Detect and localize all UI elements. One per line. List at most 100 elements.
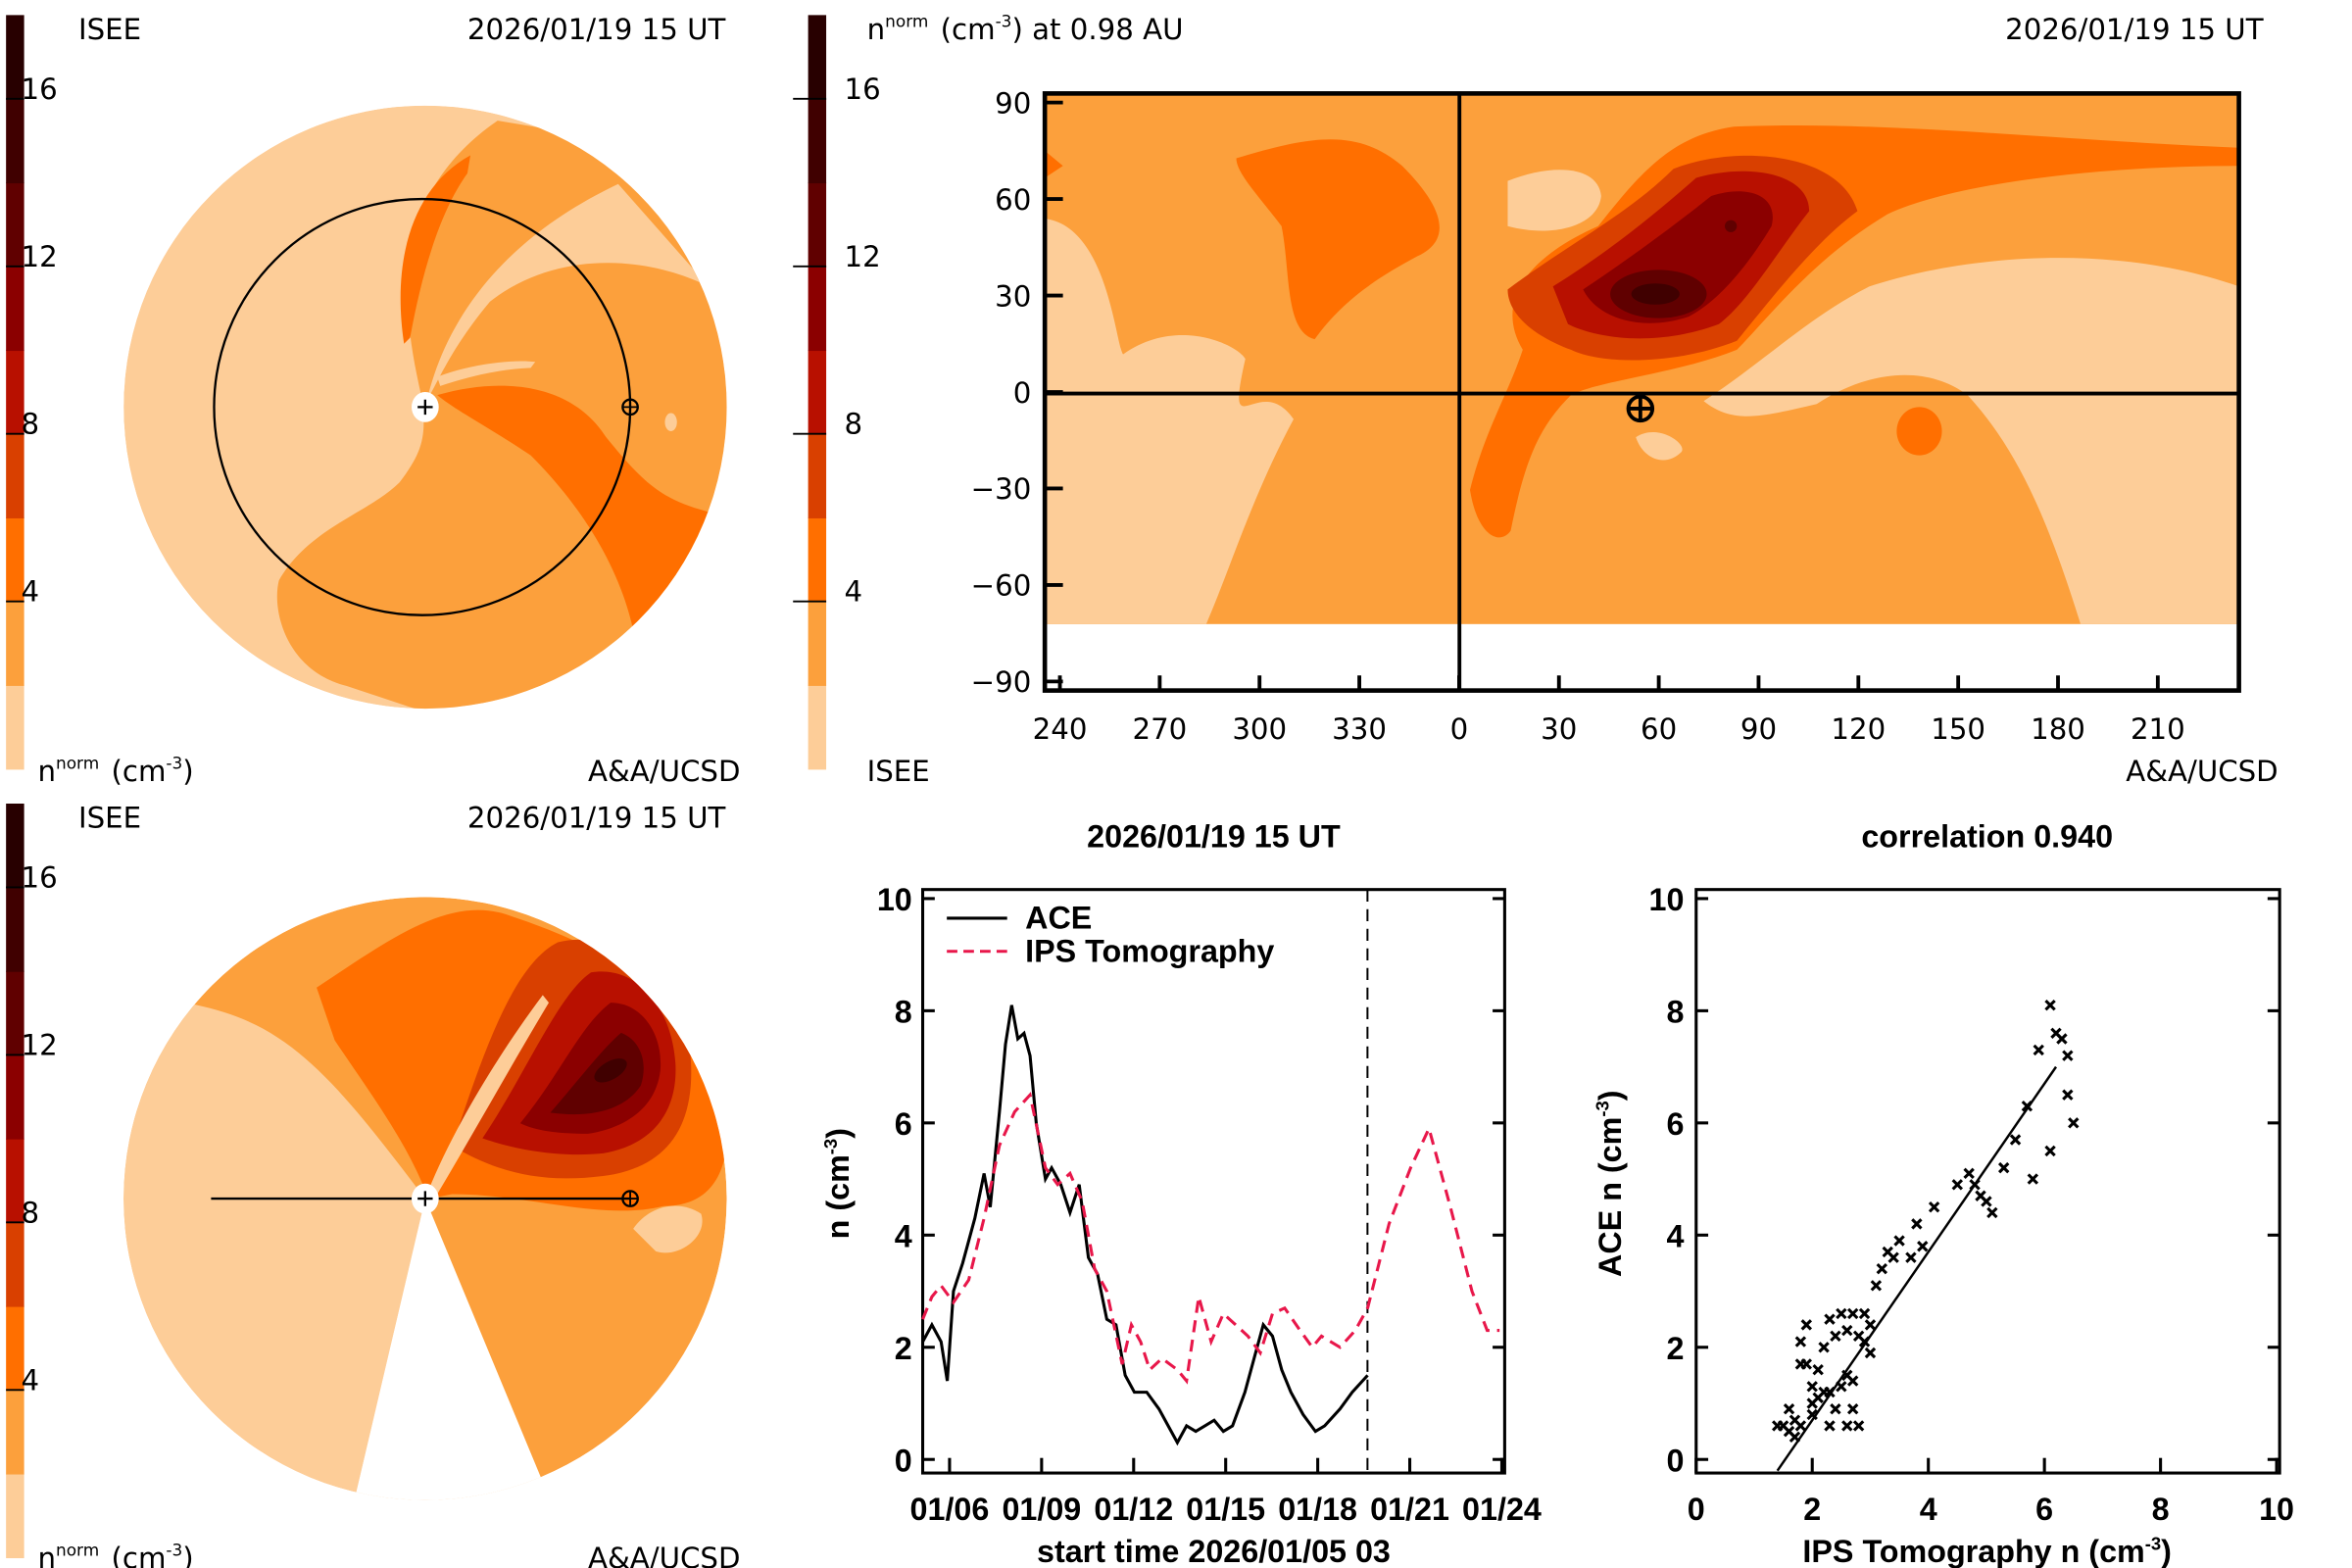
scatter-point xyxy=(1997,1161,2010,1174)
scatter-point xyxy=(1812,1363,1824,1376)
colorbar-left-top: 4 8 12 16 xyxy=(6,15,58,770)
map-ytick-label: −90 xyxy=(971,665,1032,699)
scatter-point xyxy=(1794,1336,1807,1348)
map-ytick-label: −60 xyxy=(971,569,1032,603)
ytick-label: 10 xyxy=(1649,882,1685,917)
colorbar-band xyxy=(6,601,24,686)
timeseries-xlabel: start time 2026/01/05 03 xyxy=(1037,1534,1391,1568)
xtick-label: 8 xyxy=(2152,1492,2170,1527)
colorbar-band xyxy=(6,350,24,435)
scatter-point xyxy=(1911,1218,1923,1230)
map-xtick-label: 150 xyxy=(1931,712,1985,746)
colorbar-tick-label: 12 xyxy=(22,1028,58,1061)
credit-label: A&A/UCSD xyxy=(588,755,740,788)
xtick-label: 0 xyxy=(1688,1492,1705,1527)
earth-icon xyxy=(621,398,639,416)
scatter-point xyxy=(1830,1403,1841,1415)
scatter-point xyxy=(2044,999,2056,1011)
scatter-point xyxy=(1870,1280,1883,1292)
colorbar-band xyxy=(6,887,24,972)
scatter-point xyxy=(1963,1167,1975,1180)
timeseries-ylabel: n (cm-3) xyxy=(820,1128,856,1239)
colorbar-tick-label: 4 xyxy=(22,575,40,609)
xtick-label: 2 xyxy=(1803,1492,1821,1527)
scatter-xlabel: IPS Tomography n (cm-3) xyxy=(1802,1534,2172,1568)
map-title: nnorm (cm-3) at 0.98 AU xyxy=(867,12,1184,46)
colorbar-band xyxy=(6,517,24,603)
map-xtick-label: 90 xyxy=(1740,712,1777,746)
colorbar-tick-label: 12 xyxy=(845,240,881,273)
colorbar-tick-label: 8 xyxy=(22,1196,40,1229)
scatter-point xyxy=(1806,1408,1818,1421)
scatter-point xyxy=(1905,1251,1917,1263)
ytick-label: 4 xyxy=(895,1219,912,1254)
colorbar-band xyxy=(808,98,827,184)
scatter-point xyxy=(1876,1262,1888,1275)
scatter-point xyxy=(1800,1358,1813,1370)
map-xtick-label: 180 xyxy=(2031,712,2085,746)
unit-label: nnorm (cm-3) xyxy=(37,754,193,788)
map-date: 2026/01/19 15 UT xyxy=(2005,13,2264,46)
scatter-point xyxy=(2056,1033,2068,1045)
xtick-label: 6 xyxy=(2035,1492,2053,1527)
ytick-label: 2 xyxy=(1666,1331,1684,1366)
sun-icon xyxy=(412,392,439,422)
map-ytick-label: 90 xyxy=(995,86,1031,120)
scatter-point xyxy=(1864,1347,1877,1359)
colorbar-band xyxy=(6,98,24,184)
scatter-point xyxy=(1969,1179,1981,1191)
legend: ACE IPS Tomography xyxy=(947,901,1274,969)
xtick-label: 01/06 xyxy=(910,1492,990,1527)
xtick-label: 01/12 xyxy=(1094,1492,1173,1527)
xtick-label: 01/21 xyxy=(1370,1492,1449,1527)
scatter-point xyxy=(1824,1386,1836,1398)
org-label: ISEE xyxy=(867,755,930,788)
colorbar-band xyxy=(6,970,24,1056)
colorbar-tick-label: 4 xyxy=(22,1363,40,1396)
timeseries-chart: 0 2 4 6 8 10 01/06 01/09 01/12 01/15 01/18 01/21 01/… xyxy=(877,882,1542,1527)
scatter-title: correlation 0.940 xyxy=(1861,819,2113,855)
scatter-point xyxy=(1846,1375,1859,1387)
ytick-label: 8 xyxy=(1666,995,1684,1030)
colorbar-band xyxy=(6,1305,24,1392)
colorbar-band xyxy=(808,433,827,518)
map-xtick-label: 120 xyxy=(1831,712,1886,746)
colorbar-tick-label: 8 xyxy=(845,408,863,441)
map-ytick-label: 30 xyxy=(995,279,1031,313)
series-line-ace xyxy=(921,1004,1369,1446)
fit-line xyxy=(1776,1065,2058,1472)
colorbar-right-top: 4 8 12 16 xyxy=(793,15,881,770)
scatter-point xyxy=(2021,1100,2034,1112)
scatter-point xyxy=(2044,1145,2056,1157)
scatter-point xyxy=(1824,1313,1836,1325)
scatter-point xyxy=(1852,1420,1865,1432)
ytick-label: 2 xyxy=(895,1331,912,1366)
colorbar-band xyxy=(6,1222,24,1307)
legend-label-ace: ACE xyxy=(1025,901,1092,936)
scatter-point xyxy=(1864,1319,1877,1331)
series-line-ips xyxy=(921,1091,1500,1385)
colorbar-band xyxy=(808,685,827,770)
scatter-point xyxy=(2062,1050,2074,1061)
colorbar-band xyxy=(6,1390,24,1475)
date-label: 2026/01/19 15 UT xyxy=(467,13,726,46)
scatter-point xyxy=(1917,1241,1929,1252)
colorbar-band xyxy=(6,1054,24,1140)
org-label: ISEE xyxy=(78,802,141,835)
scatter-point xyxy=(1981,1196,1992,1207)
colorbar-band xyxy=(6,1138,24,1224)
xtick-label: 01/09 xyxy=(1002,1492,1081,1527)
colorbar-band xyxy=(6,15,24,100)
scatter-point xyxy=(1788,1431,1801,1444)
colorbar-tick-label: 16 xyxy=(22,860,58,894)
earth-icon xyxy=(1626,394,1655,423)
date-label: 2026/01/19 15 UT xyxy=(467,802,726,835)
scatter-point xyxy=(1783,1403,1795,1415)
earth-icon xyxy=(621,1190,639,1207)
scatter-point xyxy=(1800,1319,1813,1331)
map-xtick-label: 210 xyxy=(2131,712,2185,746)
map-xtick-label: 240 xyxy=(1033,712,1088,746)
scatter-point xyxy=(2009,1134,2022,1146)
colorbar-tick-label: 8 xyxy=(22,408,40,441)
